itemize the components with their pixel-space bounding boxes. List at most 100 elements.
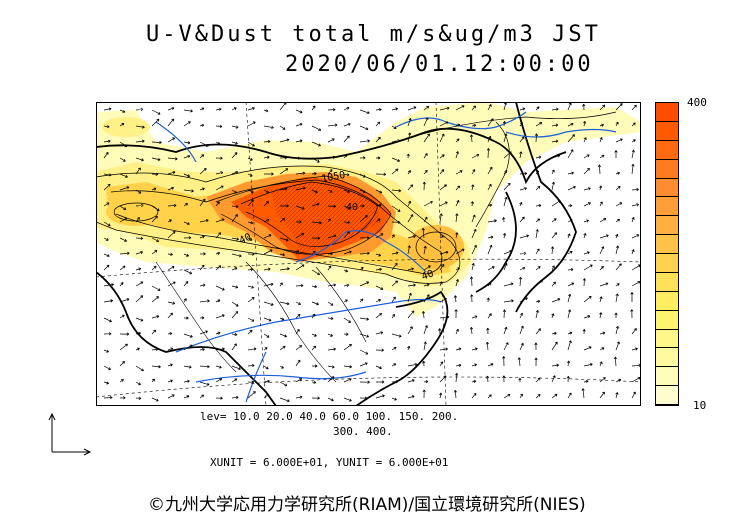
colorbar-swatch bbox=[656, 197, 678, 217]
wind-arrow bbox=[359, 215, 368, 223]
wind-arrow bbox=[151, 237, 160, 242]
wind-arrow bbox=[135, 347, 140, 351]
province-lines bbox=[155, 261, 367, 383]
wind-arrow bbox=[343, 269, 349, 273]
wind-arrow bbox=[567, 250, 573, 255]
wind-arrow bbox=[502, 217, 506, 223]
wind-arrow bbox=[615, 202, 623, 207]
wind-arrow bbox=[503, 170, 508, 175]
wind-arrow bbox=[423, 245, 427, 255]
colorbar-swatch bbox=[656, 178, 678, 198]
wind-arrow bbox=[311, 380, 317, 384]
wind-arrow bbox=[215, 156, 223, 160]
wind-arrow bbox=[421, 227, 425, 239]
wind-arrow bbox=[583, 264, 593, 271]
wind-arrow bbox=[103, 317, 112, 323]
wind-arrow bbox=[167, 106, 175, 111]
wind-arrow bbox=[247, 107, 255, 111]
contour-label: 1050 bbox=[321, 170, 347, 185]
borders bbox=[96, 102, 577, 406]
wind-arrow bbox=[231, 378, 238, 383]
wind-arrow bbox=[631, 281, 641, 287]
wind-arrow bbox=[615, 341, 620, 351]
wind-arrow bbox=[439, 169, 445, 175]
wind-arrow bbox=[199, 365, 210, 369]
wind-arrow bbox=[583, 187, 591, 191]
wind-arrow bbox=[359, 298, 364, 303]
wind-arrow bbox=[183, 269, 193, 275]
wind-arrow bbox=[551, 363, 560, 367]
wind-arrow bbox=[375, 267, 382, 271]
wind-arrow bbox=[263, 267, 271, 271]
wind-arrow bbox=[183, 203, 188, 207]
wind-arrow bbox=[439, 263, 445, 271]
wind-arrow bbox=[247, 189, 254, 194]
wind-arrow bbox=[519, 202, 523, 207]
colorbar-swatch bbox=[656, 310, 678, 330]
wind-arrow bbox=[343, 220, 351, 224]
wind-arrow bbox=[263, 201, 269, 207]
wind-arrow bbox=[535, 328, 541, 335]
wind-arrow bbox=[423, 265, 431, 271]
wind-vector-field bbox=[103, 102, 641, 403]
wind-arrow bbox=[311, 221, 322, 225]
wind-arrow bbox=[151, 329, 157, 335]
wind-arrow bbox=[263, 347, 268, 351]
wind-arrow bbox=[343, 299, 348, 303]
wind-arrow bbox=[311, 301, 319, 306]
wind-arrow bbox=[359, 125, 369, 131]
wind-arrow bbox=[327, 316, 334, 321]
wind-arrow bbox=[183, 395, 190, 399]
wind-arrow bbox=[311, 202, 320, 207]
wind-arrow bbox=[327, 265, 332, 271]
wind-arrow bbox=[135, 157, 144, 162]
wind-arrow bbox=[215, 201, 220, 207]
wind-arrow bbox=[327, 347, 337, 351]
wind-arrow bbox=[375, 108, 382, 112]
wind-arrow bbox=[519, 151, 523, 159]
wind-arrow bbox=[199, 394, 205, 399]
wind-arrow bbox=[167, 231, 176, 239]
wind-arrow bbox=[375, 218, 381, 223]
wind-arrow bbox=[599, 296, 603, 303]
wind-arrow bbox=[343, 283, 350, 287]
contour-label: 40 bbox=[420, 268, 435, 282]
wind-arrow bbox=[263, 333, 270, 338]
wind-arrow bbox=[471, 244, 477, 255]
wind-arrow bbox=[519, 107, 526, 111]
wind-arrow bbox=[502, 356, 506, 367]
wind-arrow bbox=[263, 234, 272, 239]
wind-arrow bbox=[423, 341, 427, 351]
colorbar-swatch bbox=[656, 348, 678, 368]
wind-arrow bbox=[551, 200, 561, 207]
wind-arrow bbox=[183, 109, 193, 113]
wind-arrow bbox=[454, 309, 458, 319]
wind-arrow bbox=[503, 151, 512, 159]
wind-arrow bbox=[455, 279, 459, 287]
wind-arrow bbox=[103, 221, 111, 227]
wind-arrow bbox=[183, 281, 189, 287]
chart-title: U-V&Dust total m/s&ug/m3 JST bbox=[146, 22, 601, 47]
wind-arrow bbox=[455, 213, 459, 223]
wind-arrow bbox=[407, 132, 412, 143]
wind-arrow bbox=[343, 365, 353, 369]
wind-arrow bbox=[535, 170, 540, 175]
wind-arrow bbox=[119, 343, 128, 351]
wind-arrow bbox=[103, 253, 110, 258]
wind-arrow bbox=[567, 134, 575, 143]
wind-arrow bbox=[119, 282, 124, 287]
wind-arrow bbox=[119, 298, 130, 303]
wind-arrow bbox=[485, 375, 490, 383]
wind-arrow bbox=[359, 362, 368, 367]
wind-arrow bbox=[343, 397, 352, 402]
wind-arrow bbox=[469, 276, 474, 287]
wind-arrow bbox=[359, 173, 366, 178]
wind-arrow bbox=[247, 329, 253, 335]
wind-arrow bbox=[119, 360, 125, 367]
wind-arrow bbox=[519, 393, 523, 399]
wind-arrow bbox=[469, 326, 474, 335]
wind-arrow bbox=[119, 396, 126, 400]
wind-arrow bbox=[231, 285, 239, 289]
wind-arrow bbox=[263, 379, 270, 383]
wind-arrow bbox=[215, 378, 223, 383]
